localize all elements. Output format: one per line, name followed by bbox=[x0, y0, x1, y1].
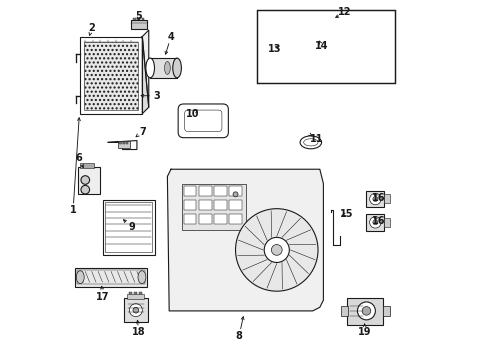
Ellipse shape bbox=[129, 304, 142, 317]
Ellipse shape bbox=[369, 193, 380, 205]
Ellipse shape bbox=[76, 271, 84, 284]
Text: 14: 14 bbox=[314, 41, 327, 50]
Bar bbox=[83, 42, 137, 110]
Bar bbox=[133, 18, 136, 21]
Ellipse shape bbox=[264, 237, 289, 262]
Bar bbox=[198, 214, 211, 224]
Ellipse shape bbox=[329, 27, 377, 41]
Text: 13: 13 bbox=[268, 44, 281, 54]
Bar bbox=[127, 294, 144, 299]
Ellipse shape bbox=[372, 197, 377, 202]
Text: 10: 10 bbox=[185, 109, 199, 119]
Text: 4: 4 bbox=[167, 32, 174, 41]
Bar bbox=[257, 10, 394, 83]
Text: 2: 2 bbox=[88, 23, 95, 33]
Bar bbox=[183, 214, 196, 224]
Bar bbox=[341, 306, 347, 316]
Ellipse shape bbox=[172, 58, 181, 78]
Bar bbox=[366, 214, 384, 230]
Ellipse shape bbox=[81, 176, 89, 184]
Ellipse shape bbox=[235, 209, 317, 291]
Text: 18: 18 bbox=[132, 327, 145, 337]
Bar bbox=[213, 214, 226, 224]
Ellipse shape bbox=[133, 307, 139, 313]
Bar bbox=[150, 58, 177, 78]
Bar bbox=[183, 200, 196, 210]
Bar bbox=[142, 18, 144, 21]
Bar bbox=[80, 163, 94, 168]
Text: 7: 7 bbox=[139, 127, 145, 136]
Text: 16: 16 bbox=[371, 193, 385, 203]
Ellipse shape bbox=[362, 307, 370, 315]
Bar bbox=[77, 270, 145, 284]
Bar bbox=[213, 200, 226, 210]
Bar bbox=[346, 298, 383, 324]
Bar bbox=[124, 298, 147, 321]
Text: 16: 16 bbox=[371, 216, 385, 226]
Bar bbox=[228, 186, 241, 197]
Ellipse shape bbox=[357, 302, 375, 320]
Text: 8: 8 bbox=[235, 331, 242, 341]
Ellipse shape bbox=[262, 24, 301, 54]
Bar bbox=[182, 184, 246, 230]
Bar bbox=[384, 194, 389, 203]
Text: 6: 6 bbox=[75, 153, 82, 163]
Bar bbox=[131, 20, 146, 29]
Bar bbox=[366, 191, 384, 207]
Polygon shape bbox=[167, 169, 323, 311]
Text: 17: 17 bbox=[96, 292, 109, 302]
Text: 19: 19 bbox=[357, 327, 370, 337]
Bar bbox=[198, 200, 211, 210]
Bar bbox=[137, 18, 140, 21]
Bar bbox=[183, 186, 196, 197]
Bar bbox=[122, 141, 125, 144]
Bar bbox=[102, 200, 155, 255]
Polygon shape bbox=[142, 30, 148, 107]
Ellipse shape bbox=[145, 58, 154, 78]
Ellipse shape bbox=[369, 217, 380, 228]
Bar bbox=[105, 202, 152, 252]
Ellipse shape bbox=[138, 271, 145, 284]
Text: 1: 1 bbox=[70, 206, 76, 216]
Bar bbox=[384, 218, 389, 226]
Text: 12: 12 bbox=[338, 7, 351, 17]
Bar bbox=[139, 292, 142, 294]
Text: 15: 15 bbox=[339, 209, 353, 219]
Bar bbox=[78, 167, 100, 194]
Ellipse shape bbox=[233, 192, 238, 197]
Ellipse shape bbox=[263, 22, 301, 39]
Bar bbox=[128, 292, 132, 294]
Bar bbox=[118, 140, 129, 148]
Polygon shape bbox=[142, 37, 148, 114]
Bar bbox=[80, 37, 142, 114]
Ellipse shape bbox=[271, 244, 282, 255]
Bar bbox=[133, 292, 137, 294]
Bar bbox=[228, 214, 241, 224]
Bar bbox=[198, 186, 211, 197]
Bar bbox=[383, 306, 389, 316]
Bar bbox=[119, 141, 122, 144]
Text: 11: 11 bbox=[309, 134, 322, 144]
Ellipse shape bbox=[372, 220, 377, 225]
Ellipse shape bbox=[81, 185, 89, 194]
Bar bbox=[125, 141, 128, 144]
Bar bbox=[75, 268, 147, 287]
Text: 9: 9 bbox=[128, 222, 135, 231]
Ellipse shape bbox=[329, 31, 377, 51]
Bar bbox=[228, 200, 241, 210]
Text: 3: 3 bbox=[153, 91, 160, 101]
Bar bbox=[213, 186, 226, 197]
Ellipse shape bbox=[164, 62, 170, 75]
Text: 5: 5 bbox=[135, 11, 142, 21]
